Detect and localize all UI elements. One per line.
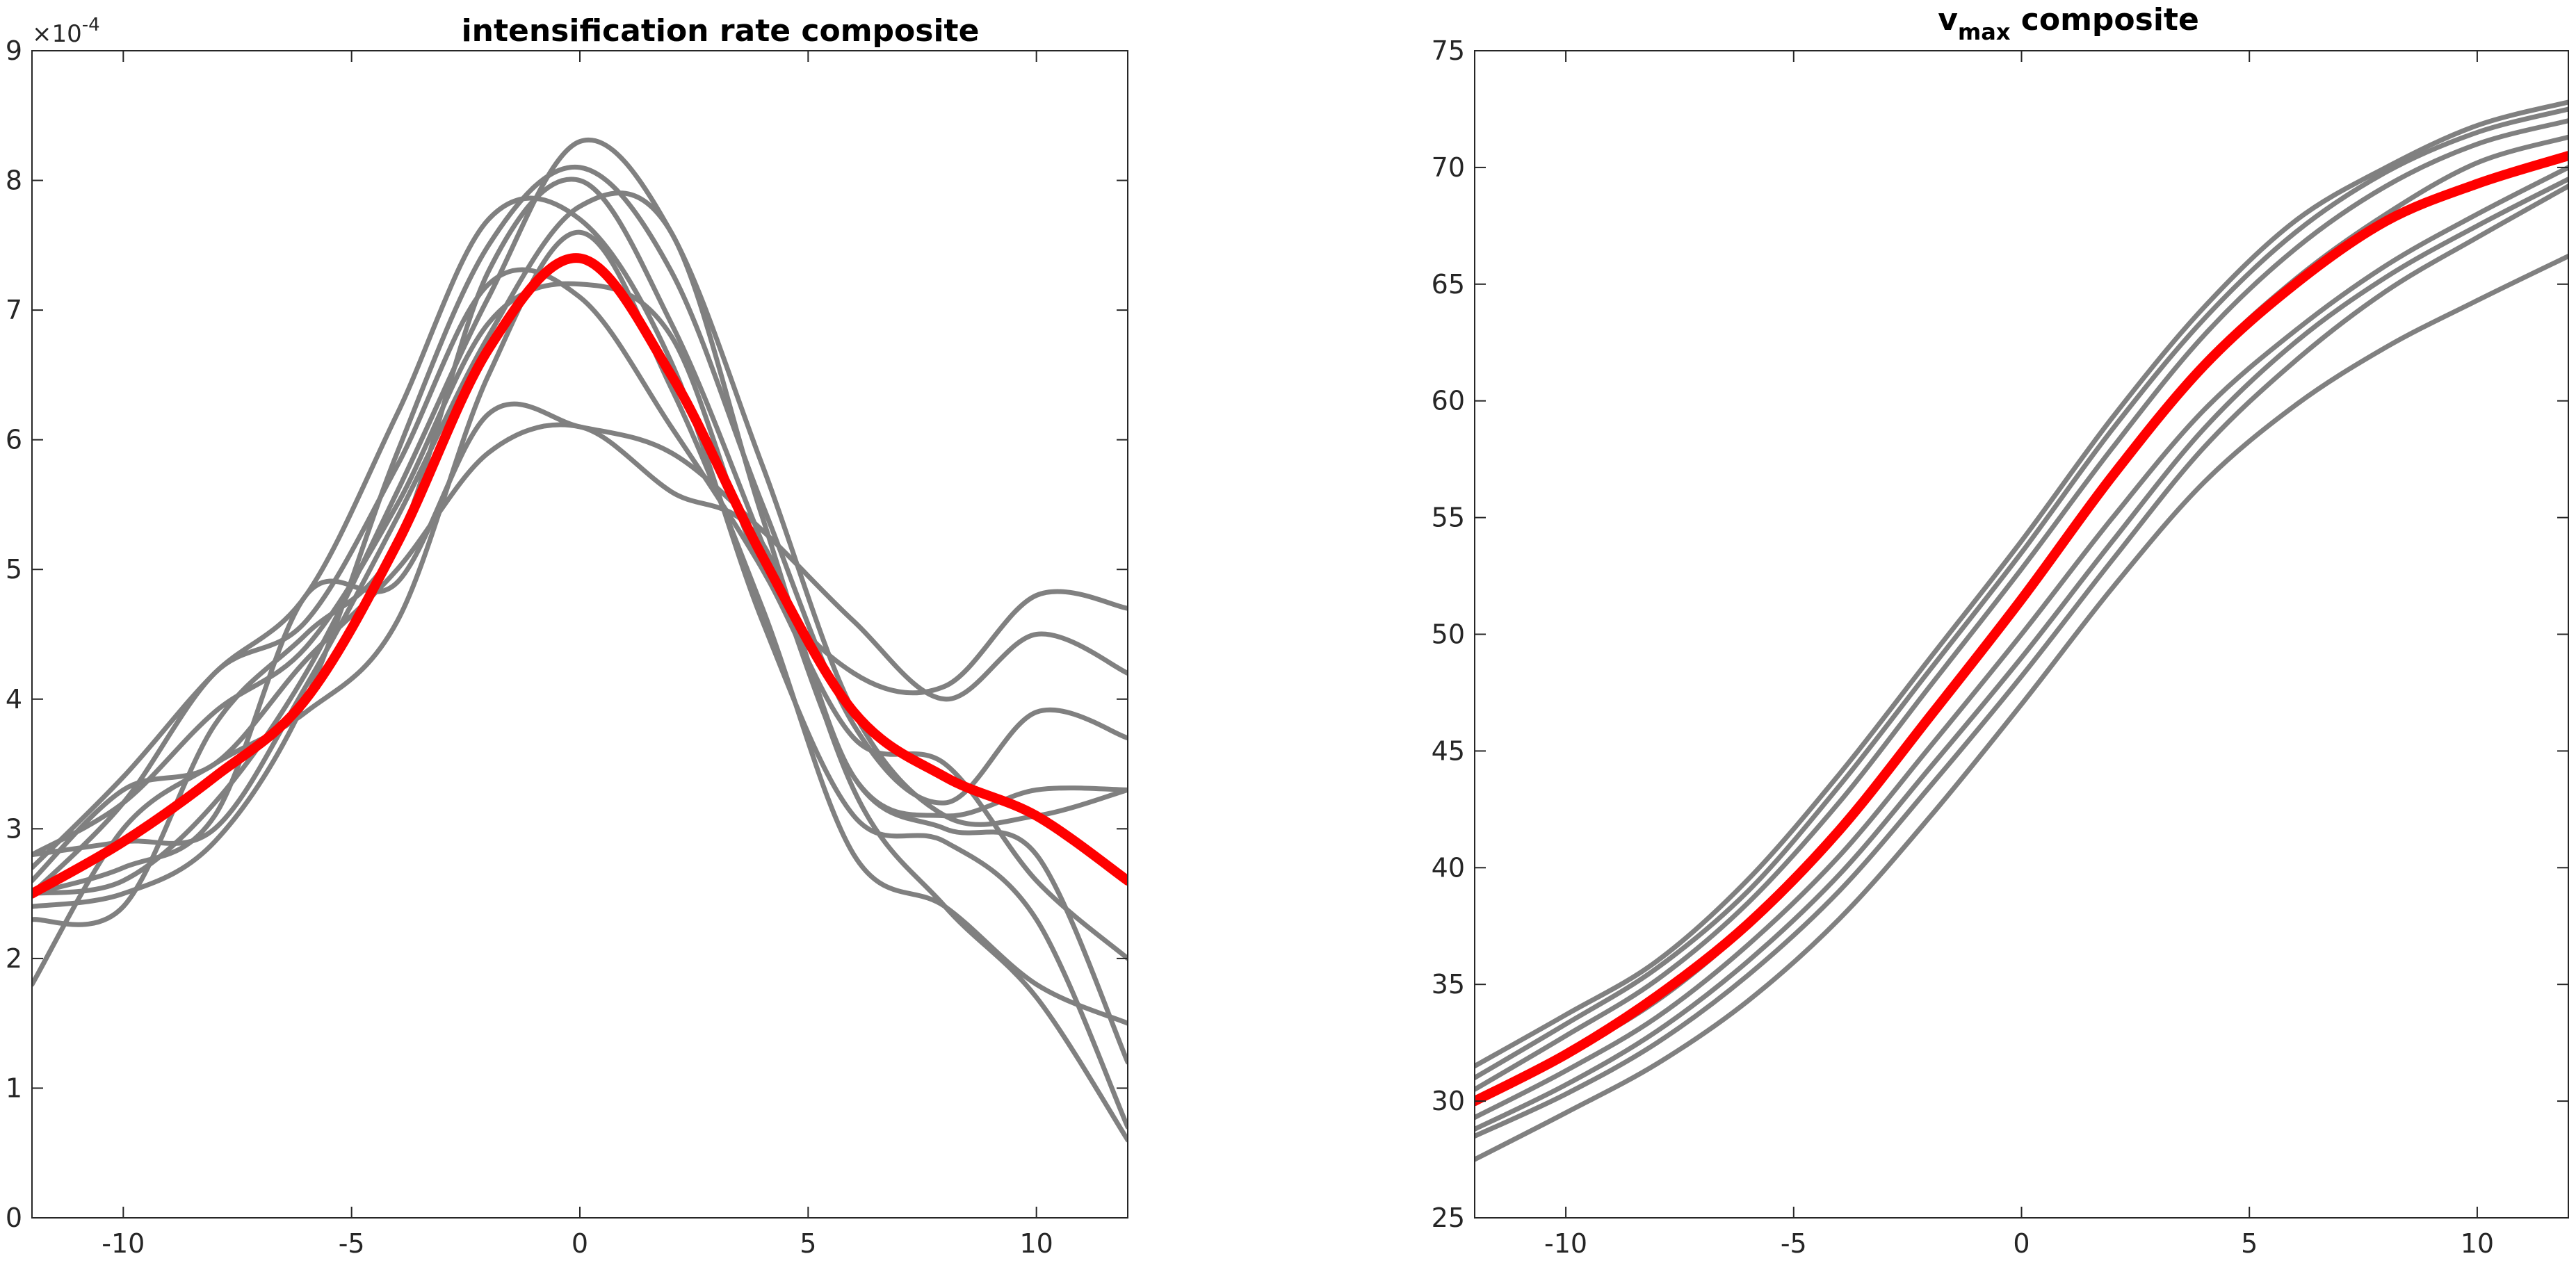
y-tick-label: 50 xyxy=(1432,619,1465,650)
composite-mean-line xyxy=(32,253,1128,899)
plot-series xyxy=(1475,99,2568,1162)
x-tick-label: 10 xyxy=(2461,1228,2494,1259)
member-line-7 xyxy=(1475,184,2568,1139)
y-tick-label: 5 xyxy=(6,554,22,585)
x-tick-label: -5 xyxy=(339,1228,365,1259)
x-tick-label: 5 xyxy=(2241,1228,2258,1259)
member-line-5 xyxy=(32,281,1128,858)
y-multiplier: ×10-4 xyxy=(32,15,100,48)
y-tick-label: 70 xyxy=(1432,152,1465,183)
x-tick-label: -5 xyxy=(1781,1228,1807,1259)
x-tick-label: -10 xyxy=(102,1228,145,1259)
x-tick-label: 10 xyxy=(1019,1228,1053,1259)
y-tick-label: 55 xyxy=(1432,503,1465,533)
y-tick-label: 3 xyxy=(6,813,22,844)
y-tick-label: 60 xyxy=(1432,386,1465,416)
y-tick-label: 30 xyxy=(1432,1086,1465,1116)
y-tick-label: 9 xyxy=(6,35,22,66)
title-main: v xyxy=(1938,2,1958,38)
y-tick-label: 2 xyxy=(6,943,22,974)
composite-mean-line xyxy=(1475,151,2568,1107)
y-tick-label: 25 xyxy=(1432,1203,1465,1233)
y-tick-label: 6 xyxy=(6,425,22,455)
intensification-rate-panel: intensification rate composite ×10-4 -10… xyxy=(6,13,1128,1259)
y-tick-label: 45 xyxy=(1432,735,1465,766)
member-line-2 xyxy=(1475,106,2568,1080)
member-line-1 xyxy=(1475,99,2568,1069)
member-line-2 xyxy=(32,164,1128,909)
plot-series xyxy=(32,138,1128,1143)
member-line-5 xyxy=(1475,165,2568,1121)
title-suffix: composite xyxy=(2010,2,2198,38)
vmax-panel: vmax composite -10 -5 0 5 10 25 30 35 40 45 50 55 60… xyxy=(1432,2,2569,1259)
member-line-10 xyxy=(32,267,1128,961)
x-tick-label: 0 xyxy=(572,1228,588,1259)
title-subscript: max xyxy=(1958,19,2011,45)
y-tick-label: 7 xyxy=(6,295,22,325)
member-line-9 xyxy=(32,229,1128,1026)
member-line-8 xyxy=(32,190,1128,1143)
y-multiplier-exponent: -4 xyxy=(82,15,100,35)
y-tick-label: 0 xyxy=(6,1203,22,1233)
member-line-6 xyxy=(1475,177,2568,1132)
y-tick-label: 75 xyxy=(1432,35,1465,66)
y-tick-label: 1 xyxy=(6,1073,22,1103)
y-tick-label: 8 xyxy=(6,165,22,196)
chart-title: intensification rate composite xyxy=(462,13,980,49)
x-tick-label: 0 xyxy=(2013,1228,2030,1259)
member-line-6 xyxy=(32,401,1128,897)
y-tick-label: 40 xyxy=(1432,852,1465,883)
y-tick-label: 35 xyxy=(1432,969,1465,1000)
member-line-8 xyxy=(1475,254,2568,1162)
chart-title: vmax composite xyxy=(1938,2,2199,45)
member-line-3 xyxy=(1475,118,2568,1092)
x-tick-label: 5 xyxy=(800,1228,816,1259)
y-tick-label: 65 xyxy=(1432,269,1465,300)
member-line-4 xyxy=(32,177,1128,1065)
y-multiplier-base: ×10 xyxy=(32,20,82,48)
x-tick-label: -10 xyxy=(1544,1228,1587,1259)
y-tick-label: 4 xyxy=(6,684,22,715)
